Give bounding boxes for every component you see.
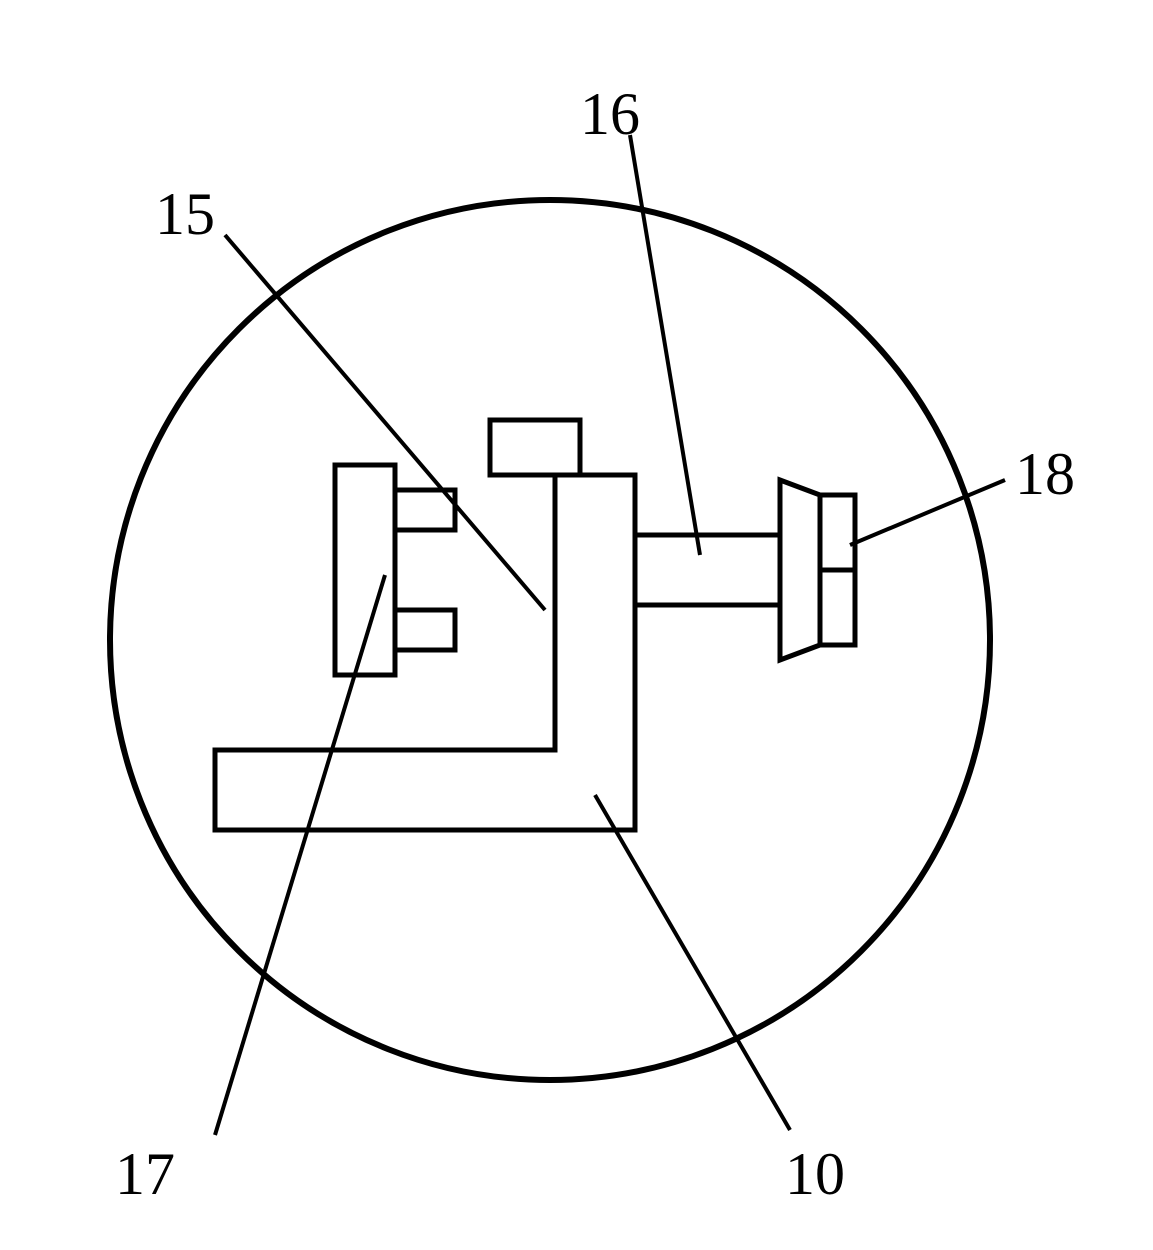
leader-l10 <box>595 795 790 1130</box>
detail-circle <box>110 200 990 1080</box>
label-16: 16 <box>580 80 640 149</box>
mechanism-shapes <box>215 420 855 830</box>
label-18: 18 <box>1015 440 1075 509</box>
leader-l16 <box>630 135 700 555</box>
label-15: 15 <box>155 180 215 249</box>
leader-l18 <box>850 480 1005 545</box>
label-10: 10 <box>785 1140 845 1209</box>
leader-l17 <box>215 575 385 1135</box>
label-17: 17 <box>115 1140 175 1209</box>
